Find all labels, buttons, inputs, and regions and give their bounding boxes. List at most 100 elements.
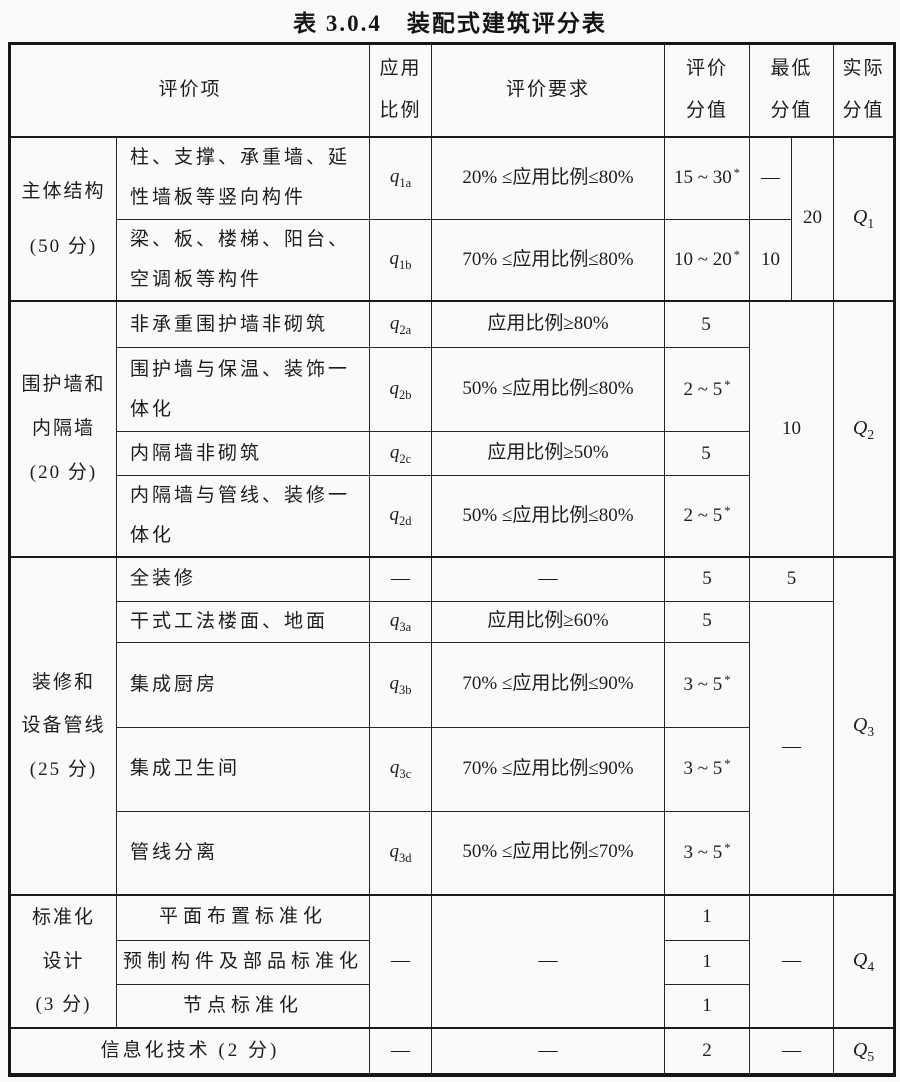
cell-score: 2 xyxy=(664,1027,751,1076)
actual-sub: 5 xyxy=(867,1048,875,1064)
score-value: 1 xyxy=(702,906,712,928)
header-row: 评价项 应用 比例 评价要求 评价 分值 最低 分值 实际 分值 xyxy=(8,43,896,137)
score-value: 3 ~ 5 xyxy=(683,758,723,780)
symbol-base: q xyxy=(389,672,400,694)
header-requirement: 评价要求 xyxy=(431,43,666,137)
cell-score: 1 xyxy=(664,983,751,1029)
symbol-base: q xyxy=(389,312,400,334)
actual-sub: 4 xyxy=(867,959,875,975)
cell-actual: Q4 xyxy=(833,894,896,1029)
cell-symbol: q3b xyxy=(369,641,433,728)
cell-score: 5 xyxy=(664,299,751,349)
cell-symbol: q2c xyxy=(369,431,433,477)
symbol-base: q xyxy=(389,166,400,188)
cell-symbol: q1b xyxy=(369,218,433,302)
cell-actual: Q2 xyxy=(833,299,896,558)
cell-symbol: q2a xyxy=(369,299,433,349)
cell-item: 围护墙与保温、装饰一 体化 xyxy=(115,347,371,433)
cell-requirement: 50% ≤应用比例≤80% xyxy=(431,347,666,433)
table-row: 装修和 设备管线 (25 分) 全装修 — — 5 5 Q3 xyxy=(9,556,896,896)
cell-requirement: 应用比例≥60% xyxy=(431,600,666,643)
table-row: 信息化技术 (2 分) — — 2 — Q5 xyxy=(8,1027,896,1076)
cell-score: 3 ~ 5 * xyxy=(664,641,751,728)
cell-item: 节点标准化 xyxy=(115,983,371,1029)
cell-score: 15 ~ 30 * xyxy=(664,135,751,220)
cell-item: 内隔墙非砌筑 xyxy=(115,431,371,477)
header-actual: 实际 分值 xyxy=(833,43,896,137)
score-star: * xyxy=(724,840,731,855)
symbol-sub: 3b xyxy=(399,682,412,697)
cell-requirement: 50% ≤应用比例≤70% xyxy=(431,810,666,896)
cell-min: — xyxy=(749,1027,835,1076)
symbol-base: q xyxy=(389,757,400,779)
cell-item: 非承重围护墙非砌筑 xyxy=(115,299,371,349)
score-star: * xyxy=(724,757,731,772)
cell-item: 内隔墙与管线、装修一 体化 xyxy=(115,475,371,558)
header-min: 最低 分值 xyxy=(749,43,835,137)
symbol-sub: 1a xyxy=(399,176,412,191)
score-star: * xyxy=(724,377,731,392)
cell-score: 5 xyxy=(664,431,751,477)
cell-requirement: 20% ≤应用比例≤80% xyxy=(431,135,666,220)
cell-requirement: 应用比例≥80% xyxy=(431,299,666,349)
scoring-table: 评价项 应用 比例 评价要求 评价 分值 最低 分值 实际 分值 主体结构 (5… xyxy=(8,42,897,1077)
cell-min-overall: — xyxy=(749,600,835,896)
symbol-base: q xyxy=(389,247,400,269)
table-row: 节点标准化 1 xyxy=(10,983,895,1029)
symbol-base: q xyxy=(389,840,400,862)
table-row: 围护墙和 内隔墙 (20 分) 非承重围护墙非砌筑 q2a 应用比例≥80% 5… xyxy=(9,299,896,558)
symbol-base: q xyxy=(389,504,400,526)
cell-symbol: q3a xyxy=(369,600,433,643)
cell-item: 集成卫生间 xyxy=(115,726,371,812)
table-row: 内隔墙非砌筑 q2c 应用比例≥50% 5 xyxy=(10,431,895,477)
cell-min-overall: 10 xyxy=(749,299,835,558)
cell-item: 平面布置标准化 xyxy=(115,894,371,941)
cell-actual: Q3 xyxy=(833,556,896,896)
symbol-sub: 3c xyxy=(399,766,412,781)
symbol-sub: 2c xyxy=(399,451,412,466)
cell-score: 2 ~ 5 * xyxy=(664,475,751,558)
cell-min: 10 xyxy=(749,218,793,302)
cell-requirement: — xyxy=(431,556,666,602)
cell-item: 干式工法楼面、地面 xyxy=(115,600,371,643)
cell-item: 柱、支撑、承重墙、延 性墙板等竖向构件 xyxy=(115,135,371,220)
cell-requirement: — xyxy=(431,1027,666,1076)
cell-score: 1 xyxy=(664,939,751,985)
score-value: 1 xyxy=(702,950,712,972)
table-row: 主体结构 (50 分) 柱、支撑、承重墙、延 性墙板等竖向构件 q1a 20% … xyxy=(9,135,896,302)
score-value: 3 ~ 5 xyxy=(683,841,723,863)
cell-item: 信息化技术 (2 分) xyxy=(8,1027,371,1076)
table-row: 集成卫生间 q3c 70% ≤应用比例≤90% 3 ~ 5 * xyxy=(10,726,895,812)
score-star: * xyxy=(724,504,731,519)
actual-base: Q xyxy=(852,1038,868,1061)
cell-symbol: q3c xyxy=(369,726,433,812)
table-row: 集成厨房 q3b 70% ≤应用比例≤90% 3 ~ 5 * xyxy=(10,641,895,728)
cell-symbol: q3d xyxy=(369,810,433,896)
cell-min: — xyxy=(749,135,793,220)
symbol-base: q xyxy=(389,377,400,399)
symbol-base: q xyxy=(389,441,400,463)
score-value: 15 ~ 30 xyxy=(674,167,732,189)
cell-min: 5 xyxy=(749,556,835,602)
table-row: 围护墙与保温、装饰一 体化 q2b 50% ≤应用比例≤80% 2 ~ 5 * xyxy=(10,347,895,433)
score-value: 5 xyxy=(702,567,712,589)
symbol-base: q xyxy=(389,609,400,631)
table-title: 表 3.0.4 装配式建筑评分表 xyxy=(293,11,607,36)
score-value: 5 xyxy=(701,313,711,335)
cell-category: 标准化 设计 (3 分) xyxy=(9,894,117,1029)
cell-score: 1 xyxy=(664,894,751,941)
cell-score: 3 ~ 5 * xyxy=(664,726,751,812)
cell-requirement: 70% ≤应用比例≤90% xyxy=(431,726,666,812)
cell-item: 全装修 xyxy=(115,556,371,602)
cell-symbol: — xyxy=(369,1027,433,1076)
symbol-sub: 2a xyxy=(399,322,412,337)
table-row: 内隔墙与管线、装修一 体化 q2d 50% ≤应用比例≤80% 2 ~ 5 * xyxy=(10,475,895,558)
cell-requirement: 应用比例≥50% xyxy=(431,431,666,477)
cell-requirement: 50% ≤应用比例≤80% xyxy=(431,475,666,558)
cell-ratio-overall: — xyxy=(369,894,433,1029)
symbol-sub: 2d xyxy=(399,513,412,528)
cell-item: 集成厨房 xyxy=(115,641,371,728)
table-row: 梁、板、楼梯、阳台、 空调板等构件 q1b 70% ≤应用比例≤80% 10 ~… xyxy=(10,218,895,302)
cell-category: 主体结构 (50 分) xyxy=(9,135,117,302)
